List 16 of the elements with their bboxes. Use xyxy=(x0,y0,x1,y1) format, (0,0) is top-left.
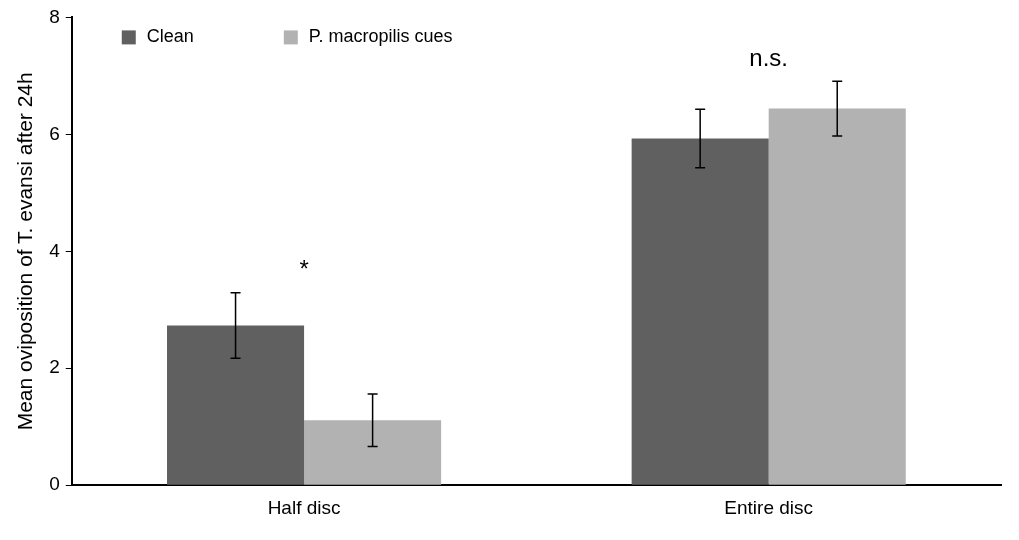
bar xyxy=(631,138,769,485)
bar xyxy=(768,108,906,485)
y-axis-title: Mean oviposition of T. evansi after 24h xyxy=(13,72,37,431)
x-tick-label: Half disc xyxy=(267,496,341,518)
y-tick-label: 2 xyxy=(49,356,60,378)
bar xyxy=(304,420,442,485)
legend-label: P. macropilis cues xyxy=(308,26,453,47)
annotation: * xyxy=(299,255,309,283)
x-tick-label: Entire disc xyxy=(724,496,814,518)
y-tick-label: 6 xyxy=(49,122,60,144)
y-tick-label: 4 xyxy=(49,239,61,261)
legend-label: Clean xyxy=(146,26,194,47)
y-tick-label: 0 xyxy=(49,473,60,495)
bar xyxy=(167,325,305,485)
y-tick-label: 8 xyxy=(49,5,60,27)
annotation: n.s. xyxy=(749,43,789,71)
